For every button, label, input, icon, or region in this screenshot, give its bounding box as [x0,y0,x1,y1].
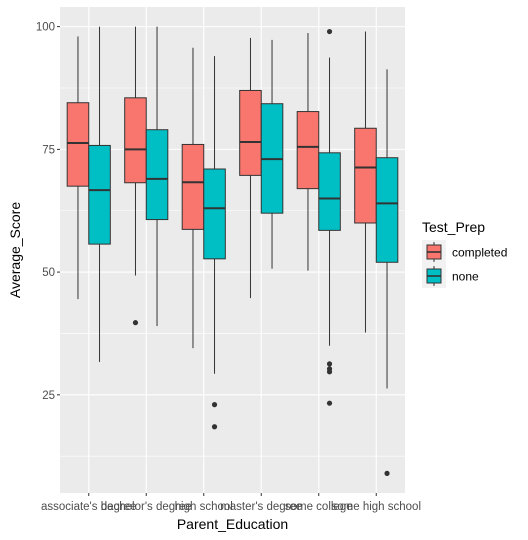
outlier-point [326,369,333,375]
outlier-point [326,361,333,367]
outlier-point [326,400,333,406]
box-iqr [296,111,320,190]
box-completed-2 [181,47,205,349]
legend-label-none: none [452,270,479,284]
box-iqr [124,97,147,184]
y-tick-label: 100 [36,22,55,34]
box-none-4 [318,28,341,406]
box-none-5 [375,69,399,476]
y-axis-title: Average_Score [7,202,23,298]
x-tick-label: bachelor's degree [101,501,192,513]
box-none-0 [88,26,111,362]
box-iqr [375,157,399,263]
outlier-point [211,402,218,408]
x-tick-label: master's degree [220,501,302,513]
outlier-point [326,28,333,35]
box-iqr [181,143,205,230]
outlier-point [132,320,139,326]
box-none-1 [145,26,169,327]
box-none-2 [203,56,226,430]
box-iqr [145,129,169,221]
box-iqr [354,127,377,224]
y-tick-label: 25 [42,390,55,402]
y-tick-label: 50 [42,267,55,279]
x-axis-title: Parent_Education [177,516,288,532]
y-tick-label: 75 [42,144,55,156]
legend-title: Test_Prep [422,219,485,235]
box-iqr [88,144,111,245]
box-iqr [203,168,226,260]
legend-key-none [422,264,446,288]
plot-panel [60,7,405,493]
x-tick-label: high school [175,501,233,513]
outlier-point [211,424,218,430]
box-iqr [318,152,341,231]
x-tick-label: associate's degree [41,501,137,513]
box-iqr [66,102,90,187]
legend: Test_Prep completed none [422,219,507,288]
box-iqr [239,89,262,176]
outlier-point [384,470,390,476]
legend-key-completed [422,240,446,264]
box-completed-4 [296,33,320,271]
legend-label-completed: completed [452,246,507,260]
box-none-3 [260,39,284,269]
box-completed-1 [124,26,147,326]
box-completed-0 [66,36,90,300]
y-axis-ticks: 25 50 75 100 [36,22,60,402]
x-tick-label: some college [285,501,353,513]
box-completed-5 [354,31,377,333]
x-tick-label: some high school [332,501,422,513]
boxes [66,26,399,476]
